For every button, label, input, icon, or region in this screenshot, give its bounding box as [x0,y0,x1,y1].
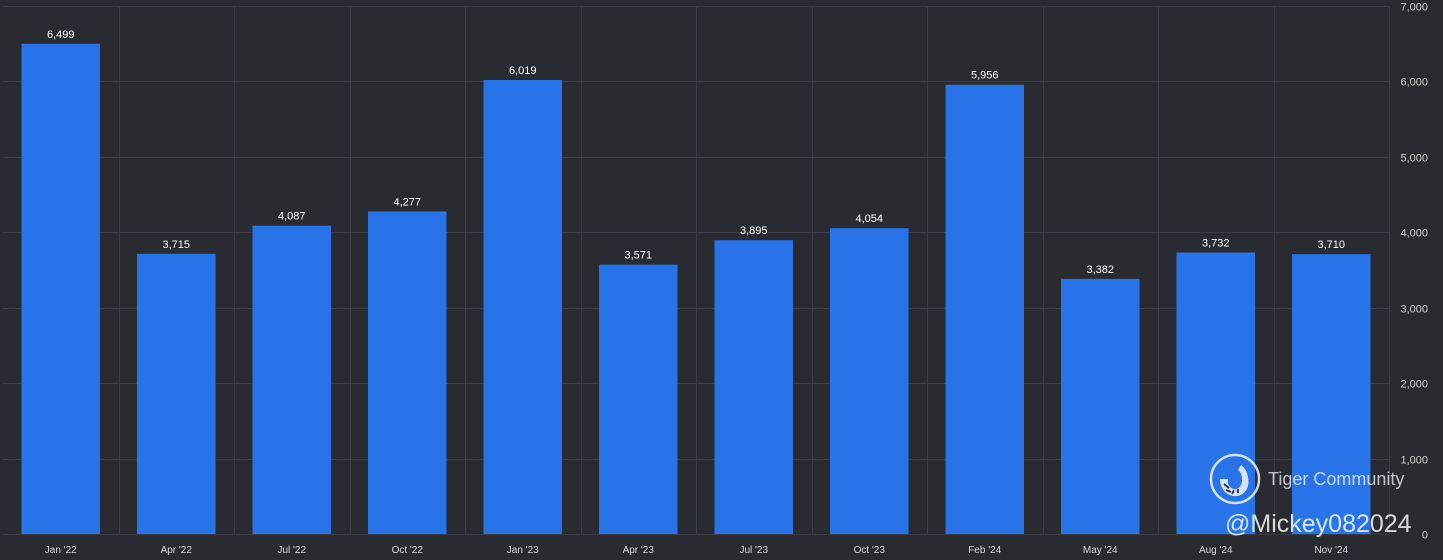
bar[interactable] [829,228,909,534]
bar-value-label: 3,571 [624,250,652,262]
x-tick-label: Feb '24 [968,545,1001,556]
y-tick-label: 5,000 [1400,153,1428,165]
bar-value-label: 4,277 [393,196,421,208]
y-tick-label: 1,000 [1400,455,1428,467]
bar-value-labels: 6,499 3,715 4,087 4,277 6,019 3,571 3,895 4,054… [47,29,1345,276]
x-tick-label: Apr '22 [161,545,193,556]
bar-value-label: 6,019 [509,65,537,77]
bar-value-label: 3,382 [1086,264,1114,276]
bars [21,43,1371,535]
bar[interactable] [714,240,794,534]
bar[interactable] [1060,278,1140,534]
y-axis-tick-labels: 0 1,000 2,000 3,000 4,000 5,000 6,000 7,000 [1400,2,1428,542]
x-tick-label: Oct '23 [854,545,886,556]
x-tick-label: May '24 [1083,545,1118,556]
bar[interactable] [136,253,216,535]
y-tick-label: 0 [1422,530,1428,542]
bar-value-label: 3,710 [1317,239,1345,251]
bar[interactable] [21,43,101,535]
x-tick-label: Jul '22 [277,545,306,556]
y-tick-label: 7,000 [1400,2,1428,14]
x-tick-label: Jan '23 [507,545,539,556]
bar-value-label: 6,499 [47,29,75,41]
bar-value-label: 3,715 [162,239,190,251]
horizontal-gridlines [3,6,1389,535]
bar[interactable] [252,225,332,534]
bar-value-label: 4,054 [855,213,883,225]
bar[interactable] [367,211,447,534]
x-tick-label: Nov '24 [1314,545,1348,556]
y-tick-label: 4,000 [1400,228,1428,240]
y-tick-label: 6,000 [1400,77,1428,89]
bar-value-label: 5,956 [971,70,999,82]
y-tick-label: 3,000 [1400,304,1428,316]
bar[interactable] [1176,252,1256,535]
y-tick-label: 2,000 [1400,379,1428,391]
bar[interactable] [945,84,1025,534]
bar[interactable] [598,264,678,534]
bar-value-label: 4,087 [278,211,306,223]
x-tick-label: Apr '23 [623,545,655,556]
x-tick-label: Jan '22 [45,545,77,556]
bar[interactable] [483,79,563,535]
bar-value-label: 3,732 [1202,238,1230,250]
x-tick-label: Oct '22 [392,545,424,556]
x-axis-tick-labels: Jan '22 Apr '22 Jul '22 Oct '22 Jan '23 Apr '… [45,545,1349,556]
x-tick-label: Jul '23 [739,545,768,556]
bar-value-label: 3,895 [740,225,768,237]
bar[interactable] [1291,254,1371,534]
x-tick-label: Aug '24 [1199,545,1233,556]
vertical-gridlines [119,6,1390,534]
